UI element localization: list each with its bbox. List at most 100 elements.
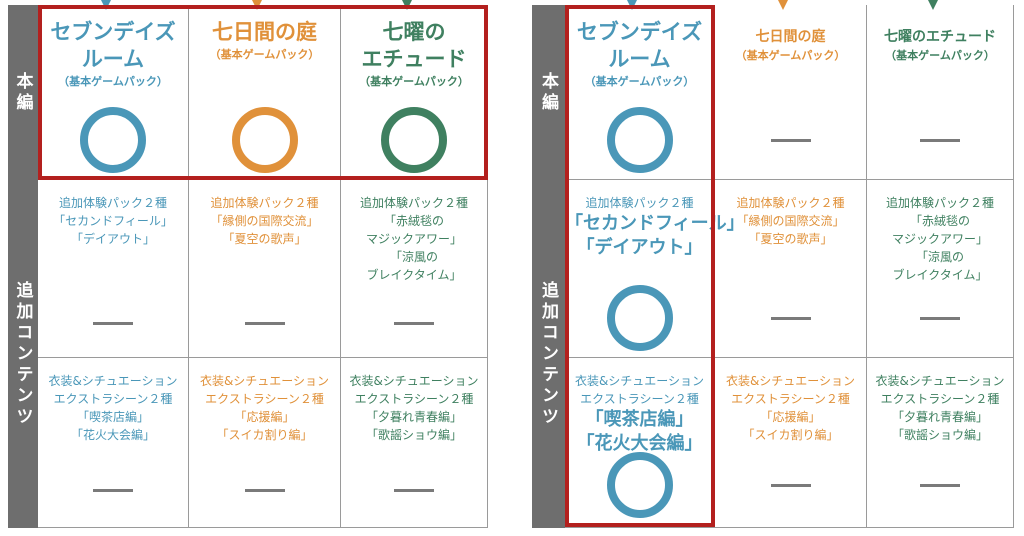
content-line: 「デイアウト」 <box>576 237 703 258</box>
content-line: 衣装&シチュエーション <box>48 374 178 388</box>
content-line: 「セカンドフィール」 <box>53 214 173 228</box>
content-line: 「スイカ割り編」 <box>216 428 313 442</box>
content-description: 衣装&シチュエーション エクストラシーン２種 「応援編」 「スイカ割り編」 <box>189 358 340 444</box>
product-title-line: エチュード <box>361 47 467 71</box>
content-cell: 追加体験パック２種 「赤絨毯の マジックアワー」 「涼風の ブレイクタイム」 <box>341 180 488 358</box>
content-line: 「歌謡ショウ編」 <box>891 428 988 442</box>
product-title: 七日間の庭 （基本ゲームパック） <box>189 5 340 64</box>
content-description: 追加体験パック２種 「赤絨毯の マジックアワー」 「涼風の ブレイクタイム」 <box>867 180 1013 284</box>
product-title: 七日間の庭 （基本ゲームパック） <box>715 5 866 65</box>
product-cell: 七日間の庭 （基本ゲームパック） <box>715 5 867 180</box>
product-title-line: 七日間の庭 <box>212 20 317 44</box>
section-label-extra: 追加コンテンツ <box>8 180 38 528</box>
section-label-main: 本編 <box>8 5 38 180</box>
comparison-table: 本編 追加コンテンツ セブンデイズ ルーム （基本ゲームパック） 追加体験パック２種 「セカ… <box>8 0 488 528</box>
product-title: セブンデイズ ルーム （基本ゲームパック） <box>565 5 714 91</box>
content-line: エクストラシーン２種 <box>205 392 324 406</box>
content-line: 「デイアウト」 <box>70 232 155 246</box>
not-included-dash-icon <box>770 139 811 142</box>
content-cell: 追加体験パック２種 「セカンドフィール」 「デイアウト」 <box>565 180 745 358</box>
content-cell: 衣装&シチュエーション エクストラシーン２種 「応援編」 「スイカ割り編」 <box>189 358 341 528</box>
content-line: 「縁側の国際交流」 <box>736 214 845 228</box>
product-cell: セブンデイズ ルーム （基本ゲームパック） <box>565 5 715 180</box>
column-marker-arrow-icon <box>927 0 938 10</box>
section-label-extra: 追加コンテンツ <box>532 180 565 528</box>
not-included-dash-icon <box>770 317 811 320</box>
content-line: 「喫茶店編」 <box>585 409 694 430</box>
not-included-dash-icon <box>770 484 811 487</box>
content-line: 「夕暮れ青春編」 <box>891 410 988 424</box>
not-included-dash-icon <box>93 489 133 492</box>
content-cell: 衣装&シチュエーション エクストラシーン２種 「喫茶店編」 「花火大会編」 <box>38 358 189 528</box>
content-description: 追加体験パック２種 「セカンドフィール」 「デイアウト」 <box>565 180 745 260</box>
product-title-line: 七曜の <box>382 20 446 44</box>
content-line: エクストラシーン２種 <box>354 392 474 406</box>
content-line: マジックアワー」 <box>891 232 988 246</box>
content-description: 追加体験パック２種 「縁側の国際交流」 「夏空の歌声」 <box>189 180 340 248</box>
product-cell: 七日間の庭 （基本ゲームパック） <box>189 5 341 180</box>
not-included-dash-icon <box>394 322 434 325</box>
content-line: 衣装&シチュエーション <box>349 374 479 388</box>
not-included-dash-icon <box>244 489 285 492</box>
content-line: エクストラシーン２種 <box>53 392 173 406</box>
product-title: 七曜のエチュード （基本ゲームパック） <box>867 5 1013 65</box>
product-subtitle: （基本ゲームパック） <box>584 75 695 88</box>
content-cell: 追加体験パック２種 「縁側の国際交流」 「夏空の歌声」 <box>189 180 341 358</box>
content-cell: 追加体験パック２種 「縁側の国際交流」 「夏空の歌声」 <box>715 180 867 358</box>
content-line: 追加体験パック２種 <box>736 196 845 210</box>
content-cell: 衣装&シチュエーション エクストラシーン２種「喫茶店編」 「花火大会編」 <box>565 358 715 528</box>
not-included-dash-icon <box>244 322 285 325</box>
product-title-line: 七日間の庭 <box>755 29 826 45</box>
content-line: 追加体験パック２種 <box>359 196 468 210</box>
not-included-dash-icon <box>920 139 960 142</box>
product-subtitle: （基本ゲームパック） <box>58 75 168 88</box>
content-line: 「涼風の <box>915 250 964 264</box>
included-circle-icon <box>606 107 673 173</box>
content-cell: 衣装&シチュエーション エクストラシーン２種 「夕暮れ青春編」 「歌謡ショウ編」 <box>867 358 1014 528</box>
included-circle-icon <box>606 285 673 351</box>
content-line: 衣装&シチュエーション <box>725 374 856 388</box>
content-description: 追加体験パック２種 「セカンドフィール」 「デイアウト」 <box>38 180 188 248</box>
content-line: エクストラシーン２種 <box>580 392 699 406</box>
content-line: 「セカンドフィール」 <box>565 213 745 234</box>
content-cell: 衣装&シチュエーション エクストラシーン２種 「夕暮れ青春編」 「歌謡ショウ編」 <box>341 358 488 528</box>
not-included-dash-icon <box>920 484 960 487</box>
product-subtitle: （基本ゲームパック） <box>359 75 469 88</box>
content-line: 「花火大会編」 <box>576 433 703 454</box>
content-line: 追加体験パック２種 <box>58 196 167 210</box>
column-marker-arrow-icon <box>778 0 788 10</box>
content-line: ブレイクタイム」 <box>366 268 462 282</box>
content-description: 衣装&シチュエーション エクストラシーン２種 「喫茶店編」 「花火大会編」 <box>38 358 188 444</box>
included-circle-icon <box>231 107 298 173</box>
content-line: 「涼風の <box>389 250 438 264</box>
content-line: 衣装&シチュエーション <box>574 374 705 388</box>
content-line: エクストラシーン２種 <box>880 392 1000 406</box>
content-cell: 追加体験パック２種 「セカンドフィール」 「デイアウト」 <box>38 180 189 358</box>
content-line: 「花火大会編」 <box>70 428 155 442</box>
content-line: 「夏空の歌声」 <box>222 232 307 246</box>
content-line: 「喫茶店編」 <box>76 410 149 424</box>
not-included-dash-icon <box>394 489 434 492</box>
comparison-table: 本編 追加コンテンツ セブンデイズ ルーム （基本ゲームパック） 追加体験パック２種「セカ… <box>532 0 1014 528</box>
content-description: 衣装&シチュエーション エクストラシーン２種「喫茶店編」 「花火大会編」 <box>565 358 714 456</box>
content-line: 「応援編」 <box>760 410 821 424</box>
product-title: 七曜のエチュード （基本ゲームパック） <box>341 5 487 91</box>
not-included-dash-icon <box>920 317 960 320</box>
content-line: 「応援編」 <box>234 410 295 424</box>
product-title-line: ルーム <box>81 47 145 71</box>
content-description: 衣装&シチュエーション エクストラシーン２種 「夕暮れ青春編」 「歌謡ショウ編」 <box>341 358 487 444</box>
content-line: 「赤絨毯の <box>909 214 970 228</box>
content-line: 追加体験パック２種 <box>210 196 319 210</box>
content-line: 衣装&シチュエーション <box>875 374 1005 388</box>
not-included-dash-icon <box>93 322 133 325</box>
product-title-line: 七曜のエチュード <box>884 29 996 45</box>
content-line: 「縁側の国際交流」 <box>210 214 319 228</box>
product-title: セブンデイズ ルーム （基本ゲームパック） <box>38 5 188 91</box>
section-label-main: 本編 <box>532 5 565 180</box>
content-line: 「夕暮れ青春編」 <box>365 410 462 424</box>
product-title-line: ルーム <box>608 47 671 71</box>
content-description: 追加体験パック２種 「縁側の国際交流」 「夏空の歌声」 <box>715 180 866 248</box>
content-line: 追加体験パック２種 <box>885 196 994 210</box>
product-cell: 七曜のエチュード （基本ゲームパック） <box>341 5 488 180</box>
product-title-line: セブンデイズ <box>576 20 703 44</box>
